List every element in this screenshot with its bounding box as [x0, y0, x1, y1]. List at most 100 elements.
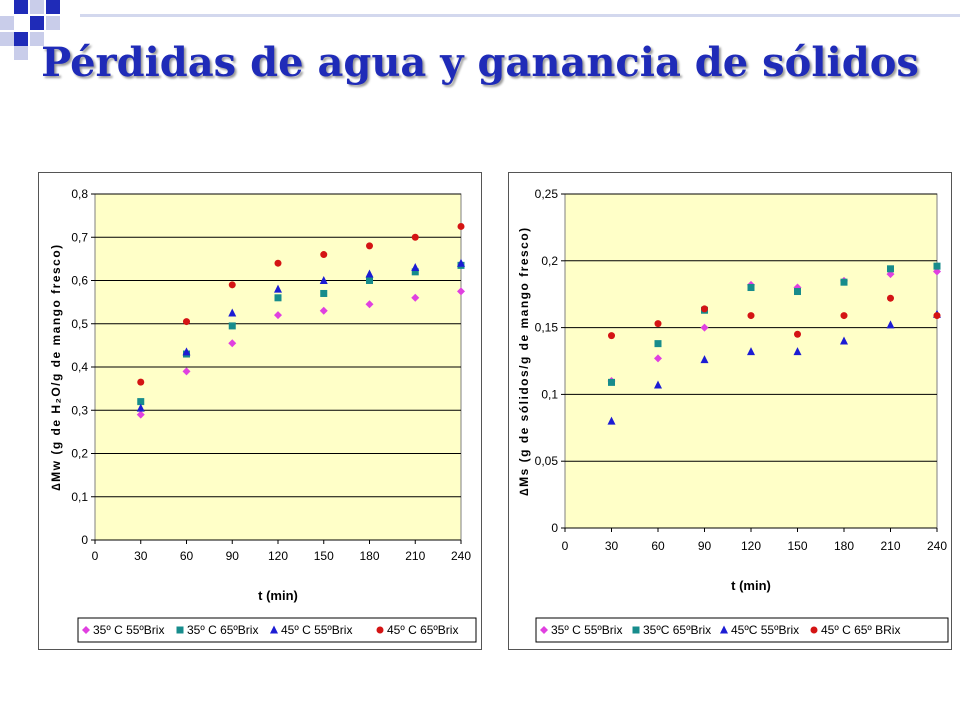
- x-tick-label: 60: [180, 549, 194, 563]
- legend-marker: [810, 626, 818, 634]
- data-point: [840, 278, 848, 286]
- data-point: [136, 403, 145, 412]
- x-tick-label: 240: [927, 539, 947, 553]
- data-point: [701, 305, 708, 313]
- data-point: [933, 312, 941, 320]
- decorative-squares: [0, 0, 60, 60]
- series-1: [136, 287, 465, 419]
- data-point: [700, 355, 709, 364]
- legend-marker: [540, 626, 548, 634]
- x-tick-label: 90: [226, 549, 240, 563]
- data-point: [411, 233, 419, 241]
- data-point: [320, 251, 328, 259]
- title-rule: [80, 14, 960, 17]
- x-tick-label: 30: [605, 539, 619, 553]
- data-point: [747, 312, 755, 320]
- data-point: [457, 222, 465, 230]
- data-point: [654, 354, 662, 363]
- legend-label: 45º C 65º BRix: [821, 623, 900, 637]
- data-point: [274, 311, 282, 320]
- data-point: [366, 277, 373, 284]
- data-point: [228, 339, 237, 348]
- data-point: [747, 347, 755, 356]
- series-4: [137, 222, 465, 386]
- y-tick-label: 0,1: [541, 387, 558, 401]
- data-point: [411, 293, 420, 302]
- x-tick-label: 30: [134, 549, 148, 563]
- data-point: [320, 289, 328, 297]
- data-point: [365, 269, 374, 278]
- data-point: [411, 263, 420, 272]
- y-tick-label: 0,8: [71, 187, 88, 201]
- x-axis-title: t (min): [258, 588, 298, 603]
- series-4: [608, 294, 941, 340]
- y-axis-title: ∆Ms (g de sólidos/g de mango fresco): [517, 226, 531, 495]
- water-loss-chart-svg: 0 0,1 0,2 0,3 0,4 0,5 0,6 0,7 0,8 0 30 60 90 120 150 18…: [38, 172, 482, 650]
- legend-marker: [176, 626, 184, 634]
- data-point: [366, 242, 373, 250]
- legend-label: 45º C 65ºBrix: [387, 623, 458, 637]
- y-tick-label: 0,15: [535, 321, 559, 335]
- x-tick-label: 0: [92, 549, 99, 563]
- data-point: [274, 294, 282, 302]
- data-point: [274, 259, 282, 267]
- data-point: [887, 294, 894, 302]
- x-tick-label: 210: [880, 539, 900, 553]
- data-point: [608, 378, 615, 386]
- data-point: [700, 323, 709, 332]
- y-tick-label: 0,4: [71, 360, 88, 374]
- legend-label: 35º C 55ºBrix: [551, 623, 622, 637]
- legend-label: 35º C 55ºBrix: [93, 623, 164, 637]
- x-tick-label: 240: [451, 549, 471, 563]
- data-point: [228, 308, 237, 317]
- x-tick-label: 180: [359, 549, 379, 563]
- y-tick-label: 0,25: [535, 187, 559, 201]
- data-point: [365, 300, 374, 309]
- slide-title: Pérdidas de agua y ganancia de sólidos: [41, 39, 919, 86]
- legend-label: 35º C 65ºBrix: [187, 623, 258, 637]
- data-point: [411, 268, 419, 276]
- data-point: [182, 347, 191, 356]
- data-point: [933, 262, 941, 270]
- y-tick-label: 0,7: [71, 230, 88, 244]
- data-point: [457, 287, 465, 296]
- legend-label: 45º C 55ºBrix: [281, 623, 352, 637]
- data-point: [228, 322, 236, 330]
- data-point: [794, 330, 801, 338]
- data-point: [887, 265, 894, 273]
- legend: [77, 617, 477, 643]
- y-tick-label: 0: [551, 521, 558, 535]
- data-point: [654, 380, 662, 389]
- x-tick-label: 210: [405, 549, 425, 563]
- y-tick-label: 0,1: [71, 490, 88, 504]
- legend-label: 45ºC 55ºBrix: [731, 623, 799, 637]
- x-tick-label: 150: [314, 549, 334, 563]
- data-point: [794, 288, 801, 296]
- data-point: [608, 332, 615, 340]
- x-tick-label: 120: [741, 539, 761, 553]
- data-point: [274, 284, 282, 293]
- data-point: [840, 336, 848, 345]
- data-point: [654, 320, 662, 328]
- y-tick-label: 0,2: [541, 254, 558, 268]
- data-point: [137, 398, 145, 406]
- data-point: [136, 410, 145, 419]
- data-point: [182, 367, 191, 376]
- y-tick-label: 0: [81, 533, 88, 547]
- legend-marker: [632, 626, 640, 634]
- x-tick-label: 0: [562, 539, 569, 553]
- legend-label: 35ºC 65ºBrix: [643, 623, 711, 637]
- x-tick-label: 120: [268, 549, 288, 563]
- data-point: [793, 347, 802, 356]
- solids-gain-chart: 0 0,05 0,1 0,15 0,2 0,25 0 30 60 90 120 150 180 210 24…: [508, 172, 952, 650]
- legend-marker: [82, 626, 90, 634]
- legend: [535, 617, 949, 643]
- data-point: [137, 378, 145, 386]
- data-point: [457, 258, 465, 267]
- y-tick-label: 0,6: [71, 274, 88, 288]
- water-loss-chart: 0 0,1 0,2 0,3 0,4 0,5 0,6 0,7 0,8 0 30 60 90 120 150 18…: [38, 172, 482, 650]
- data-point: [886, 320, 895, 329]
- y-tick-label: 0,05: [535, 454, 559, 468]
- plot-area: [564, 193, 938, 529]
- x-tick-label: 150: [787, 539, 807, 553]
